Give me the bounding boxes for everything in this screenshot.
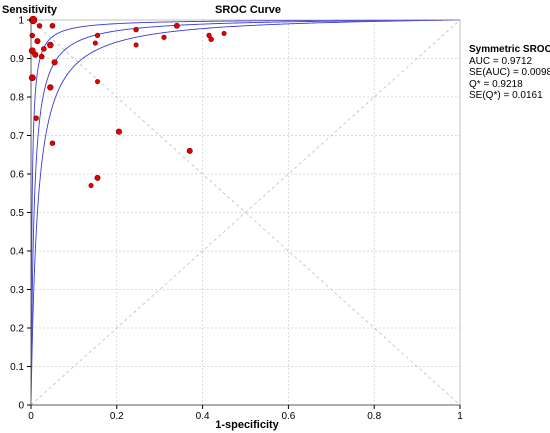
y-tick-label: 1 — [18, 16, 24, 27]
legend: Symmetric SROC AUC = 0.9712 SE(AUC) = 0.… — [469, 44, 550, 102]
study-point — [133, 26, 139, 33]
y-tick-label: 0.2 — [10, 324, 24, 335]
y-tick-label: 0.1 — [10, 362, 24, 373]
legend-auc: AUC = 0.9712 — [469, 55, 533, 67]
y-tick-labels: 0 0.1 0.2 0.3 0.4 0.5 0.6 0.7 0.8 0.9 1 — [10, 16, 31, 412]
grid-lines — [31, 20, 460, 405]
study-point — [36, 23, 43, 29]
study-point — [173, 22, 180, 29]
y-tick-label: 0.9 — [10, 54, 24, 65]
study-point — [221, 30, 227, 36]
study-point — [94, 32, 101, 39]
legend-title: Symmetric SROC — [469, 44, 550, 55]
chart-title: SROC Curve — [215, 4, 281, 16]
q-star-anti-diagonal-line — [30, 19, 461, 406]
study-point — [51, 59, 58, 66]
y-axis-title: Sensitivity — [2, 4, 58, 16]
study-point — [49, 22, 56, 29]
study-point — [115, 128, 123, 135]
study-point — [94, 79, 100, 85]
study-point — [28, 74, 36, 82]
study-point — [49, 140, 56, 146]
study-point — [32, 51, 39, 58]
study-point — [208, 36, 214, 42]
study-point — [88, 183, 94, 189]
sroc-curves — [30, 19, 461, 405]
y-tick-label: 0.3 — [10, 285, 24, 296]
sroc-curve-lower — [30, 19, 461, 405]
study-points — [28, 15, 227, 189]
study-point — [38, 53, 45, 60]
reference-lines — [30, 19, 461, 406]
x-tick-label: 0.4 — [196, 411, 210, 422]
legend-se-q-star: SE(Q*) = 0.0161 — [469, 90, 543, 101]
study-point — [34, 38, 41, 45]
x-tick-label: 0.2 — [110, 411, 124, 422]
study-point — [47, 41, 54, 49]
study-point — [133, 42, 139, 48]
study-point — [161, 34, 167, 40]
study-point — [41, 46, 47, 52]
x-tick-label: 0.6 — [281, 411, 295, 422]
y-tick-label: 0.5 — [10, 208, 24, 219]
x-tick-label: 1 — [457, 411, 463, 422]
y-tick-label: 0 — [18, 401, 24, 412]
y-tick-label: 0.7 — [10, 131, 24, 142]
study-point — [186, 147, 193, 154]
study-point — [29, 32, 35, 39]
y-tick-label: 0.8 — [10, 93, 24, 104]
legend-q-star: Q* = 0.9218 — [469, 78, 523, 90]
study-point — [94, 174, 101, 181]
x-axis-title: 1-specificity — [215, 419, 279, 431]
x-tick-labels: 0 0.2 0.4 0.6 0.8 1 — [28, 405, 463, 422]
sroc-curve-central — [30, 19, 461, 405]
study-point — [47, 84, 54, 91]
study-point — [92, 40, 98, 46]
y-tick-label: 0.6 — [10, 170, 24, 181]
legend-se-auc: SE(AUC) = 0.0098 — [469, 67, 550, 78]
study-point — [33, 115, 39, 121]
x-tick-label: 0 — [28, 411, 34, 422]
y-tick-label: 0.4 — [10, 247, 24, 258]
sroc-curve-upper — [30, 19, 461, 405]
x-tick-label: 0.8 — [367, 411, 381, 422]
